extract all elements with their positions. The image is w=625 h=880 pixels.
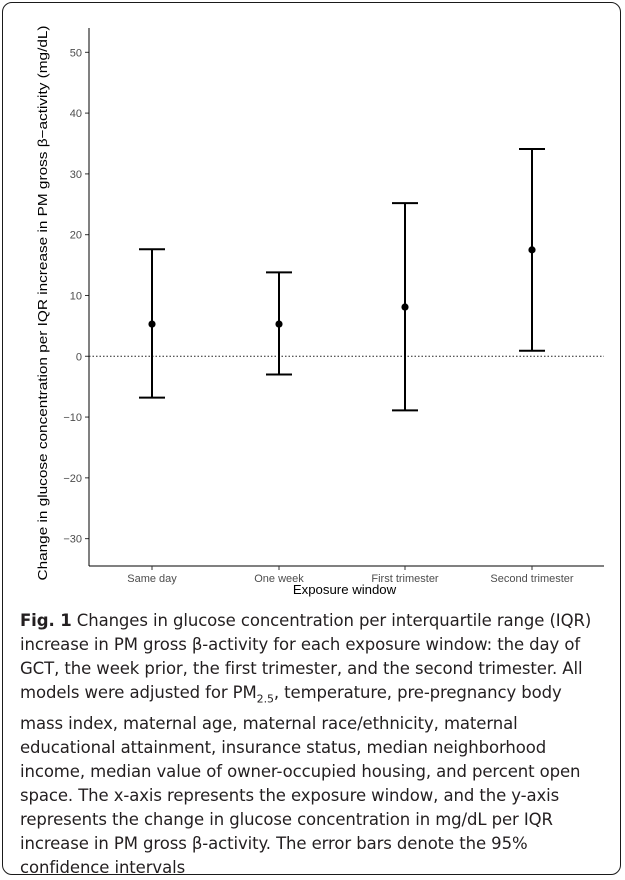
y-tick-label: 10: [70, 290, 82, 302]
x-tick-label: Second trimester: [490, 573, 573, 585]
chart: −30 −20 −10 0 10 20 30 40 50 Same day One week Fir…: [35, 26, 604, 597]
y-tick-label: −30: [63, 534, 82, 546]
x-axis-title: Exposure window: [293, 582, 397, 597]
caption-subscript: 2.5: [256, 692, 274, 706]
caption-text-2: , temperature, pre-pregnancy body mass i…: [20, 683, 581, 878]
point-estimate: [401, 303, 409, 311]
y-tick-label: 40: [70, 108, 82, 120]
x-tick-label: Same day: [127, 573, 177, 585]
caption-text-1: Changes in glucose concentration per int…: [20, 611, 592, 703]
point-estimate: [148, 320, 156, 328]
figure-caption: Fig. 1 Changes in glucose concentration …: [20, 609, 608, 880]
y-tick-label: 20: [70, 230, 82, 242]
y-axis-ticks: −30 −20 −10 0 10 20 30 40 50: [63, 47, 89, 546]
figure-label: Fig. 1: [20, 611, 72, 630]
y-axis-title: Change in glucose concentration per IQR …: [35, 26, 50, 581]
error-bar: [392, 202, 418, 412]
y-tick-label: −20: [63, 473, 82, 485]
y-tick-label: 0: [76, 351, 82, 363]
error-bar: [519, 147, 545, 352]
point-estimate: [275, 320, 283, 328]
x-tick-label: First trimester: [371, 573, 439, 585]
point-estimate: [528, 246, 536, 254]
x-axis-ticks: Same day One week First trimester Second tr…: [127, 566, 574, 585]
y-tick-label: 30: [70, 169, 82, 181]
error-bar-marks: [139, 147, 545, 412]
error-bar: [266, 271, 292, 376]
error-bar: [139, 248, 165, 399]
y-tick-label: 50: [70, 47, 82, 59]
x-tick-label: One week: [254, 573, 304, 585]
y-tick-label: −10: [63, 412, 82, 424]
